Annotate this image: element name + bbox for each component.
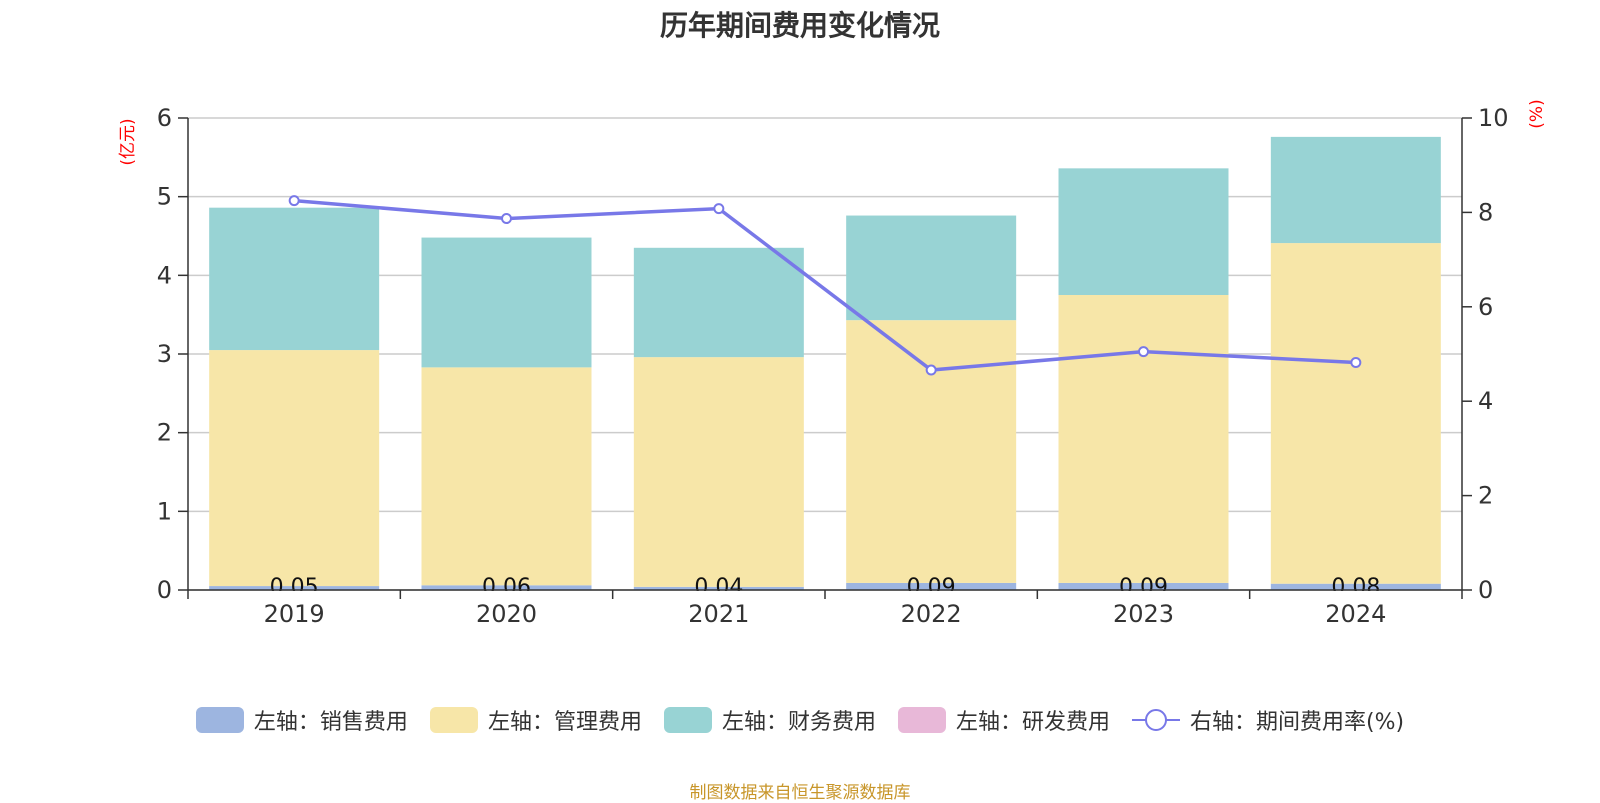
bar-sales-2022 (846, 582, 1017, 590)
bar-admin-2022 (846, 320, 1017, 583)
rate-line (294, 198, 1356, 372)
right-tick-label: 8 (1478, 198, 1493, 226)
right-tick-label: 10 (1478, 104, 1509, 132)
legend-swatch-icon (663, 707, 712, 733)
legend-label: 左轴：管理费用 (487, 710, 642, 735)
rate-point (288, 195, 300, 207)
legend-swatch-icon (897, 707, 946, 733)
x-tick-label: 2023 (1113, 600, 1174, 628)
right-tick-label: 2 (1478, 482, 1493, 510)
left-tick-label: 3 (157, 340, 172, 368)
bar-sales-2019 (209, 586, 380, 590)
left-axis-unit: (亿元) (118, 118, 138, 165)
x-tick-label: 2022 (901, 600, 962, 628)
bar-admin-2020 (421, 367, 592, 586)
rate-point (925, 364, 937, 376)
x-tick-label: 2021 (688, 600, 749, 628)
bar-finance-2020 (421, 237, 592, 368)
chart-title: 历年期间费用变化情况 (659, 9, 940, 42)
rate-point (713, 203, 725, 215)
rate-point (501, 213, 512, 225)
x-tick-label: 2020 (476, 600, 537, 628)
left-tick-label: 6 (157, 104, 172, 132)
left-tick-label: 5 (157, 183, 172, 211)
legend-label: 左轴：研发费用 (955, 710, 1110, 735)
right-tick-label: 0 (1478, 576, 1493, 604)
legend-swatch-icon (195, 707, 244, 733)
right-tick-label: 6 (1478, 293, 1493, 321)
bar-admin-2019 (209, 350, 380, 587)
x-tick-label: 2024 (1325, 600, 1386, 628)
bar-finance-2024 (1270, 136, 1441, 244)
bar-admin-2023 (1058, 295, 1229, 583)
right-axis-unit: (%) (1527, 99, 1547, 128)
rate-point (1350, 356, 1362, 368)
bar-admin-2024 (1270, 243, 1441, 584)
legend-item[interactable]: 右轴：期间费用率(%) (1131, 704, 1405, 736)
bar-admin-2021 (633, 357, 804, 587)
bar-sales-2023 (1058, 582, 1229, 590)
left-tick-label: 2 (157, 419, 172, 447)
legend-swatch-icon (429, 707, 478, 733)
bar-finance-2022 (846, 215, 1017, 321)
legend-item[interactable]: 左轴：管理费用 (429, 704, 642, 736)
legend-label: 左轴：销售费用 (253, 710, 408, 735)
rate-point (1138, 346, 1149, 358)
legend-item[interactable]: 左轴：财务费用 (663, 704, 876, 736)
data-source-note: 制图数据来自恒生聚源数据库 (689, 783, 911, 803)
bar-finance-2019 (209, 207, 380, 351)
legend-line-marker-icon (1131, 709, 1180, 731)
bar-sales-2024 (1270, 583, 1441, 590)
legend: 左轴：销售费用 左轴：管理费用 左轴：财务费用 左轴：研发费用 右轴：期间费用率(%) (0, 704, 1600, 736)
bar-finance-2023 (1058, 168, 1229, 295)
legend-item[interactable]: 左轴：研发费用 (897, 704, 1110, 736)
bar-sales-2020 (421, 585, 592, 590)
bar-finance-2021 (633, 247, 804, 358)
bar-sales-2021 (633, 586, 804, 590)
right-tick-label: 4 (1478, 387, 1493, 415)
left-tick-label: 1 (157, 497, 172, 525)
x-tick-label: 2019 (264, 600, 325, 628)
legend-label: 左轴：财务费用 (721, 710, 876, 735)
chart-canvas: 0.05 0.06 0.04 0.09 0.09 0.080123456024681020… (118, 99, 1547, 628)
left-tick-label: 4 (157, 261, 172, 289)
legend-label: 右轴：期间费用率(%) (1189, 710, 1405, 735)
left-tick-label: 0 (157, 576, 172, 604)
legend-item[interactable]: 左轴：销售费用 (195, 704, 408, 736)
